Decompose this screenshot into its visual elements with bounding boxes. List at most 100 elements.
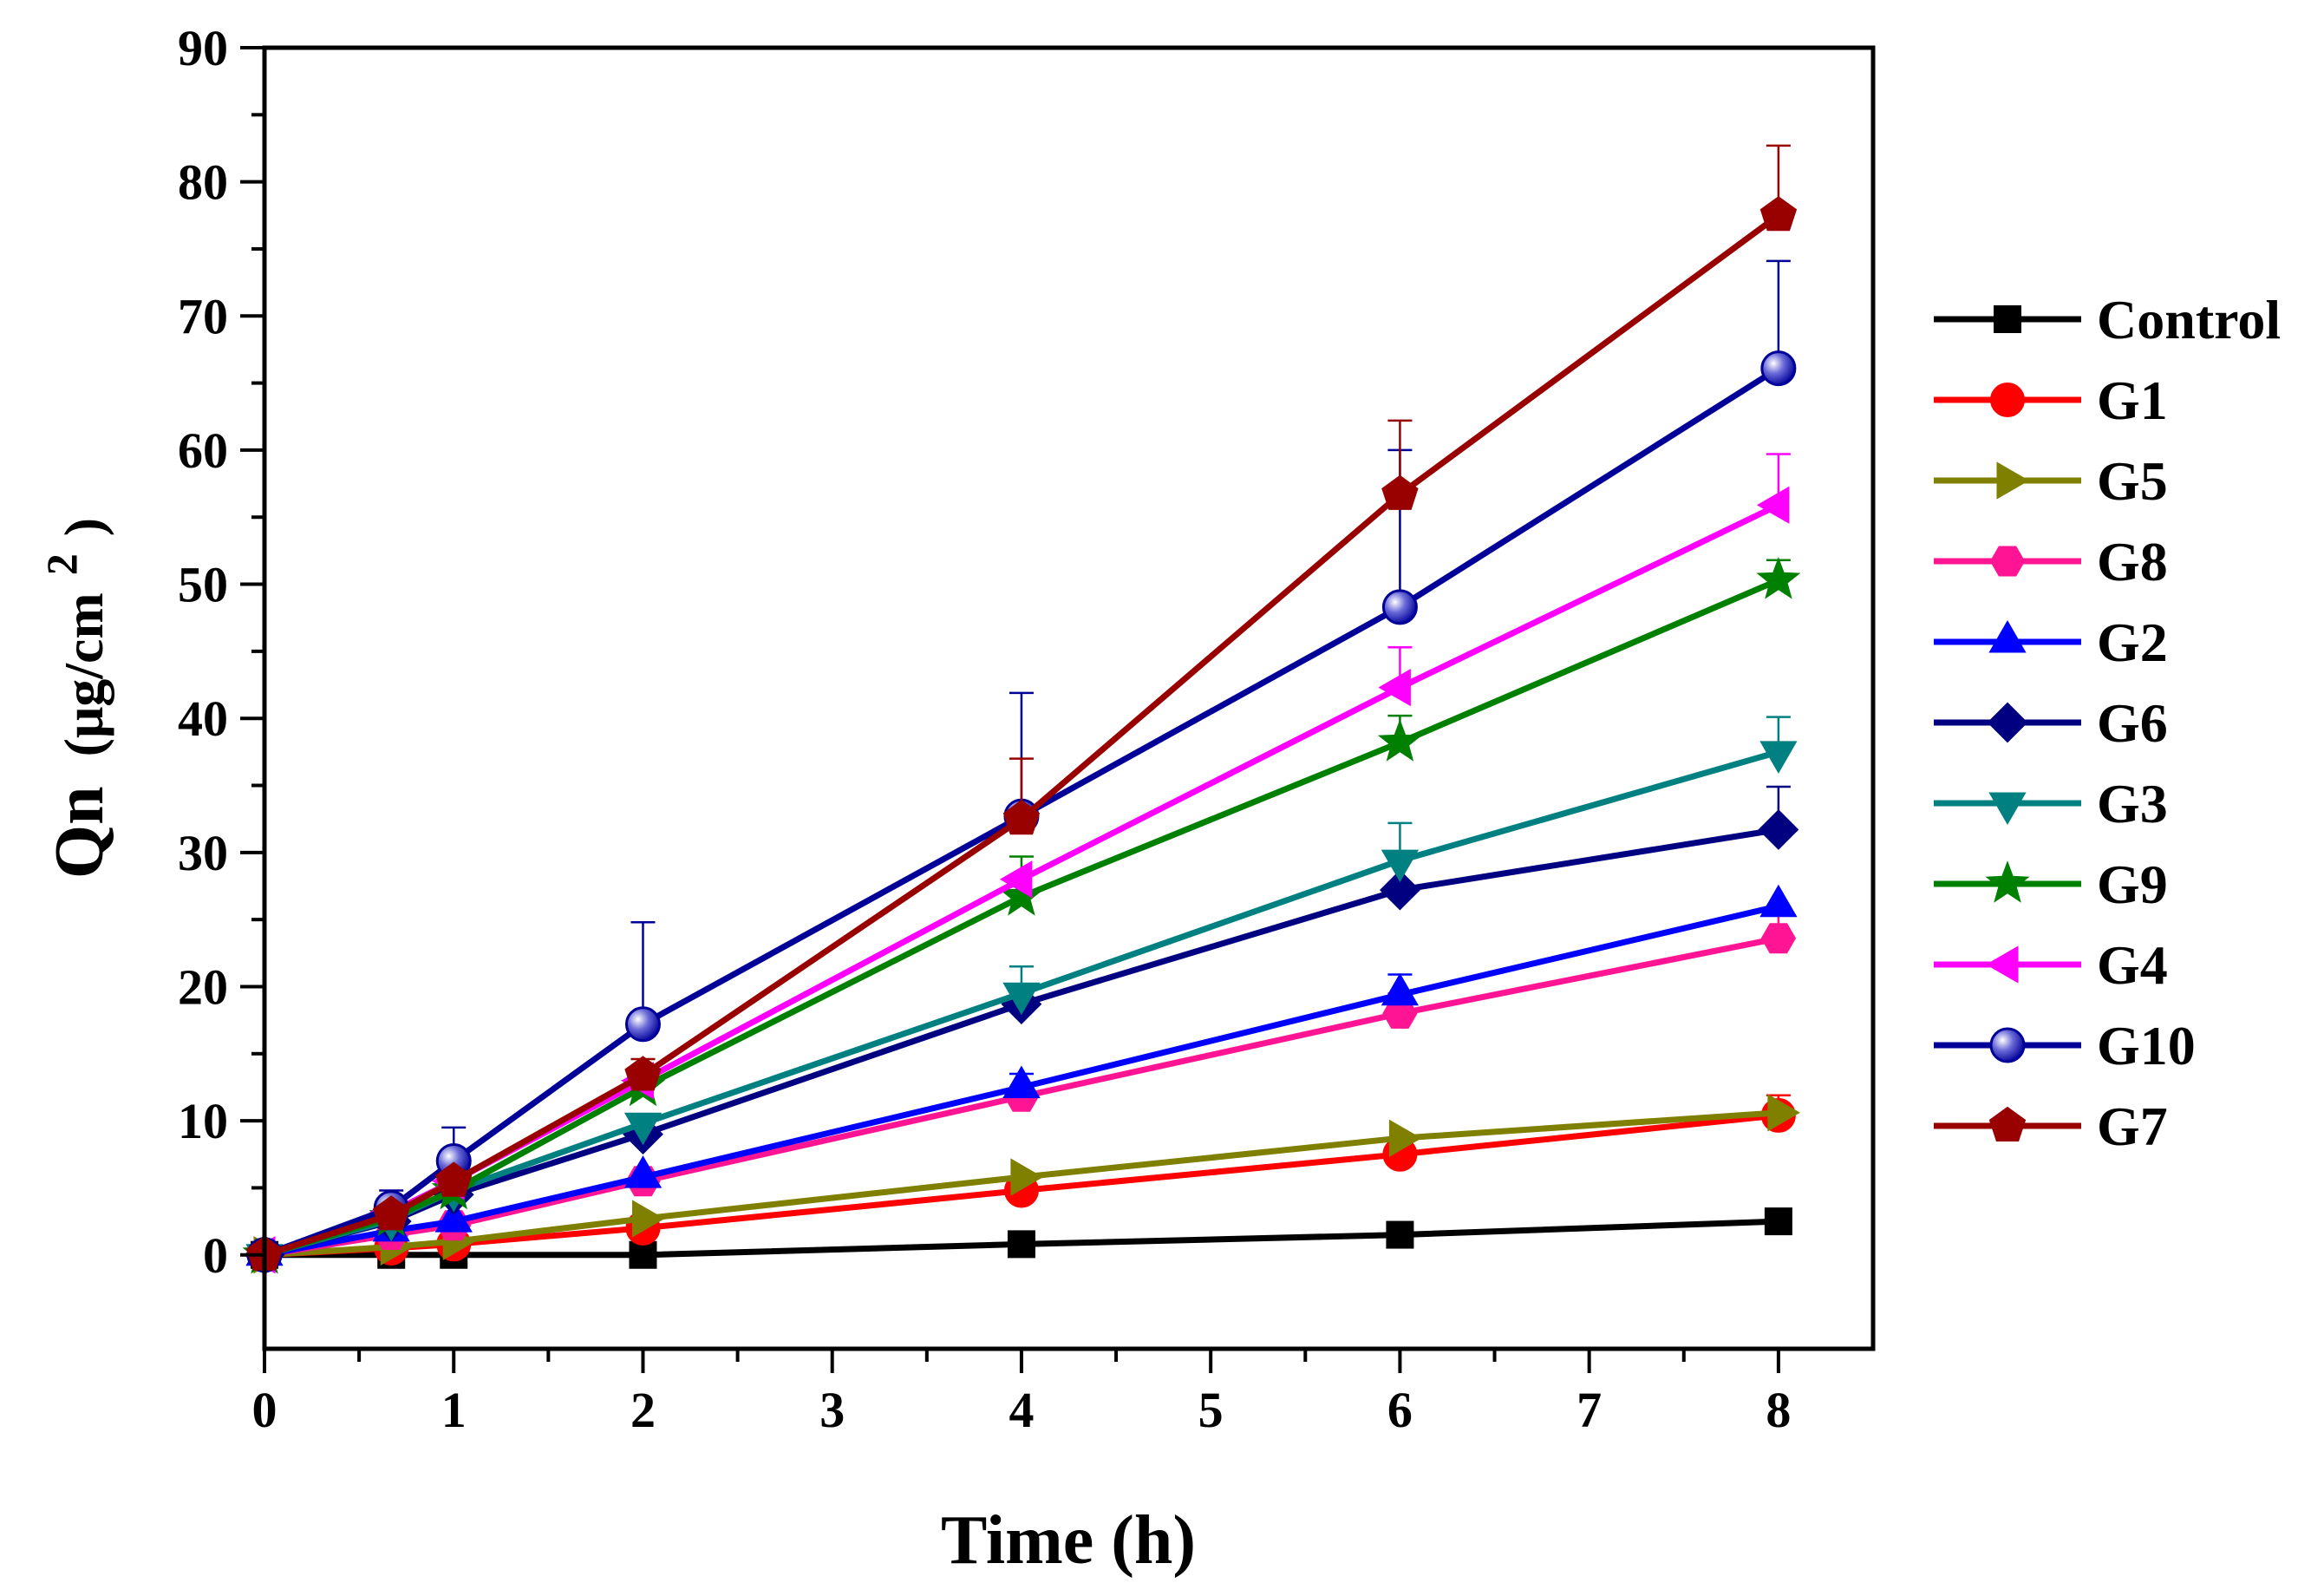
legend-marker-control — [1994, 305, 2021, 333]
data-point-g10 — [1760, 350, 1797, 387]
plot-frame — [262, 45, 1876, 1351]
data-point-g4 — [1378, 668, 1411, 707]
y-tick-label: 90 — [178, 20, 228, 76]
y-axis-title-close: ) — [53, 518, 114, 536]
y-tick-label: 10 — [178, 1093, 228, 1149]
legend-marker-g1 — [1990, 383, 2025, 417]
legend-item-g4: G4 — [1934, 934, 2168, 996]
x-axis-title: Time (h) — [941, 1502, 1196, 1579]
data-point-g5 — [1767, 1094, 1800, 1132]
legend-marker-g3 — [1988, 792, 2027, 826]
data-point-control — [629, 1240, 657, 1269]
legend-label-g1: G1 — [2097, 370, 2168, 431]
x-tick-label: 3 — [819, 1382, 845, 1438]
y-tick-label: 70 — [178, 288, 228, 344]
data-point-g2 — [623, 1155, 663, 1188]
legend-label-g2: G2 — [2097, 612, 2168, 673]
legend-marker-g9 — [1985, 860, 2030, 903]
legend-label-g6: G6 — [2097, 692, 2168, 754]
x-tick-label: 8 — [1766, 1382, 1791, 1438]
legend-item-g9: G9 — [1934, 854, 2168, 915]
y-axis-title-superscript: 2 — [37, 553, 86, 575]
y-tick-label: 40 — [178, 690, 228, 747]
legend-marker-g6 — [1987, 702, 2028, 743]
data-point-g3 — [1381, 849, 1420, 883]
y-tick-label: 20 — [178, 958, 228, 1015]
legend-marker-g5 — [1996, 461, 2030, 500]
data-point-g3 — [1002, 982, 1041, 1016]
x-tick-label: 0 — [252, 1382, 277, 1438]
data-point-g10 — [1381, 589, 1418, 625]
legend-item-g1: G1 — [1934, 370, 2168, 431]
legend-item-g7: G7 — [1934, 1096, 2168, 1157]
legend-label-g10: G10 — [2097, 1015, 2196, 1076]
legend-item-g8: G8 — [1934, 531, 2168, 592]
data-point-g3 — [1759, 741, 1798, 774]
data-point-g9 — [1756, 557, 1801, 599]
data-point-g6 — [1379, 869, 1420, 911]
series-line-g9 — [264, 577, 1780, 1259]
y-tick-label: 0 — [203, 1227, 228, 1284]
data-point-g7 — [1381, 474, 1419, 510]
legend-label-g4: G4 — [2097, 934, 2168, 996]
y-tick-label: 80 — [178, 154, 228, 211]
y-tick-label: 30 — [178, 825, 228, 881]
data-point-g7 — [373, 1195, 410, 1231]
y-axis-title: Qn (μg/cm 2 ) — [16, 518, 118, 879]
legend-item-g3: G3 — [1934, 773, 2168, 834]
y-tick-label: 50 — [178, 557, 228, 613]
legend-item-g2: G2 — [1934, 612, 2168, 673]
y-axis-title-main: Qn — [42, 786, 118, 879]
data-point-g9 — [1377, 719, 1422, 762]
series-layer — [242, 144, 1801, 1277]
data-point-g4 — [1756, 486, 1790, 524]
data-point-g2 — [434, 1200, 473, 1233]
data-point-g7 — [1759, 196, 1798, 232]
data-point-control — [1386, 1220, 1414, 1249]
data-point-g3 — [623, 1112, 663, 1146]
data-point-g2 — [1381, 972, 1420, 1006]
data-point-g4 — [999, 860, 1033, 899]
legend-marker-g8 — [1989, 546, 2026, 577]
x-tick-label: 6 — [1387, 1382, 1413, 1438]
data-point-g6 — [1758, 809, 1799, 850]
data-point-g7 — [624, 1056, 662, 1091]
y-tick-label: 60 — [178, 422, 228, 479]
legend-marker-g4 — [1985, 945, 2019, 984]
y-axis-title-unit: (μg/cm — [53, 592, 114, 756]
legend-item-g5: G5 — [1934, 450, 2168, 512]
legend: Control G1 G5 G8 G2 G6 G3 G9 G4 G10 G7 — [1934, 289, 2281, 1157]
data-point-g2 — [1759, 884, 1798, 918]
legend-item-g10: G10 — [1934, 1015, 2196, 1076]
data-point-g7 — [435, 1161, 473, 1197]
legend-item-g6: G6 — [1934, 692, 2168, 754]
legend-label-g3: G3 — [2097, 773, 2168, 834]
data-point-control — [1007, 1230, 1035, 1259]
x-tick-label: 4 — [1009, 1382, 1034, 1438]
x-tick-label: 1 — [441, 1382, 467, 1438]
legend-label-g9: G9 — [2097, 854, 2168, 915]
x-tick-label: 2 — [630, 1382, 656, 1438]
data-point-control — [1764, 1207, 1792, 1236]
data-point-g5 — [1010, 1158, 1043, 1196]
legend-marker-g2 — [1988, 619, 2027, 653]
legend-marker-g7 — [1988, 1106, 2027, 1141]
series-g7 — [245, 144, 1798, 1271]
data-point-g8 — [1760, 923, 1797, 954]
legend-marker-g10 — [1989, 1027, 2026, 1063]
x-tick-label: 5 — [1198, 1382, 1224, 1438]
legend-label-g8: G8 — [2097, 531, 2168, 592]
legend-label-g5: G5 — [2097, 450, 2168, 512]
data-point-g2 — [1002, 1065, 1041, 1098]
data-point-g10 — [624, 1006, 661, 1043]
svg-text:Qn (μg/cm 2: Qn (μg/cm 2 ) — [16, 518, 118, 879]
legend-label-g7: G7 — [2097, 1096, 2168, 1157]
data-point-g5 — [632, 1200, 665, 1238]
series-g2 — [245, 884, 1798, 1266]
legend-item-control: Control — [1934, 289, 2281, 350]
x-tick-label: 7 — [1577, 1382, 1602, 1438]
data-point-g5 — [1388, 1119, 1422, 1157]
legend-label-control: Control — [2097, 289, 2281, 350]
